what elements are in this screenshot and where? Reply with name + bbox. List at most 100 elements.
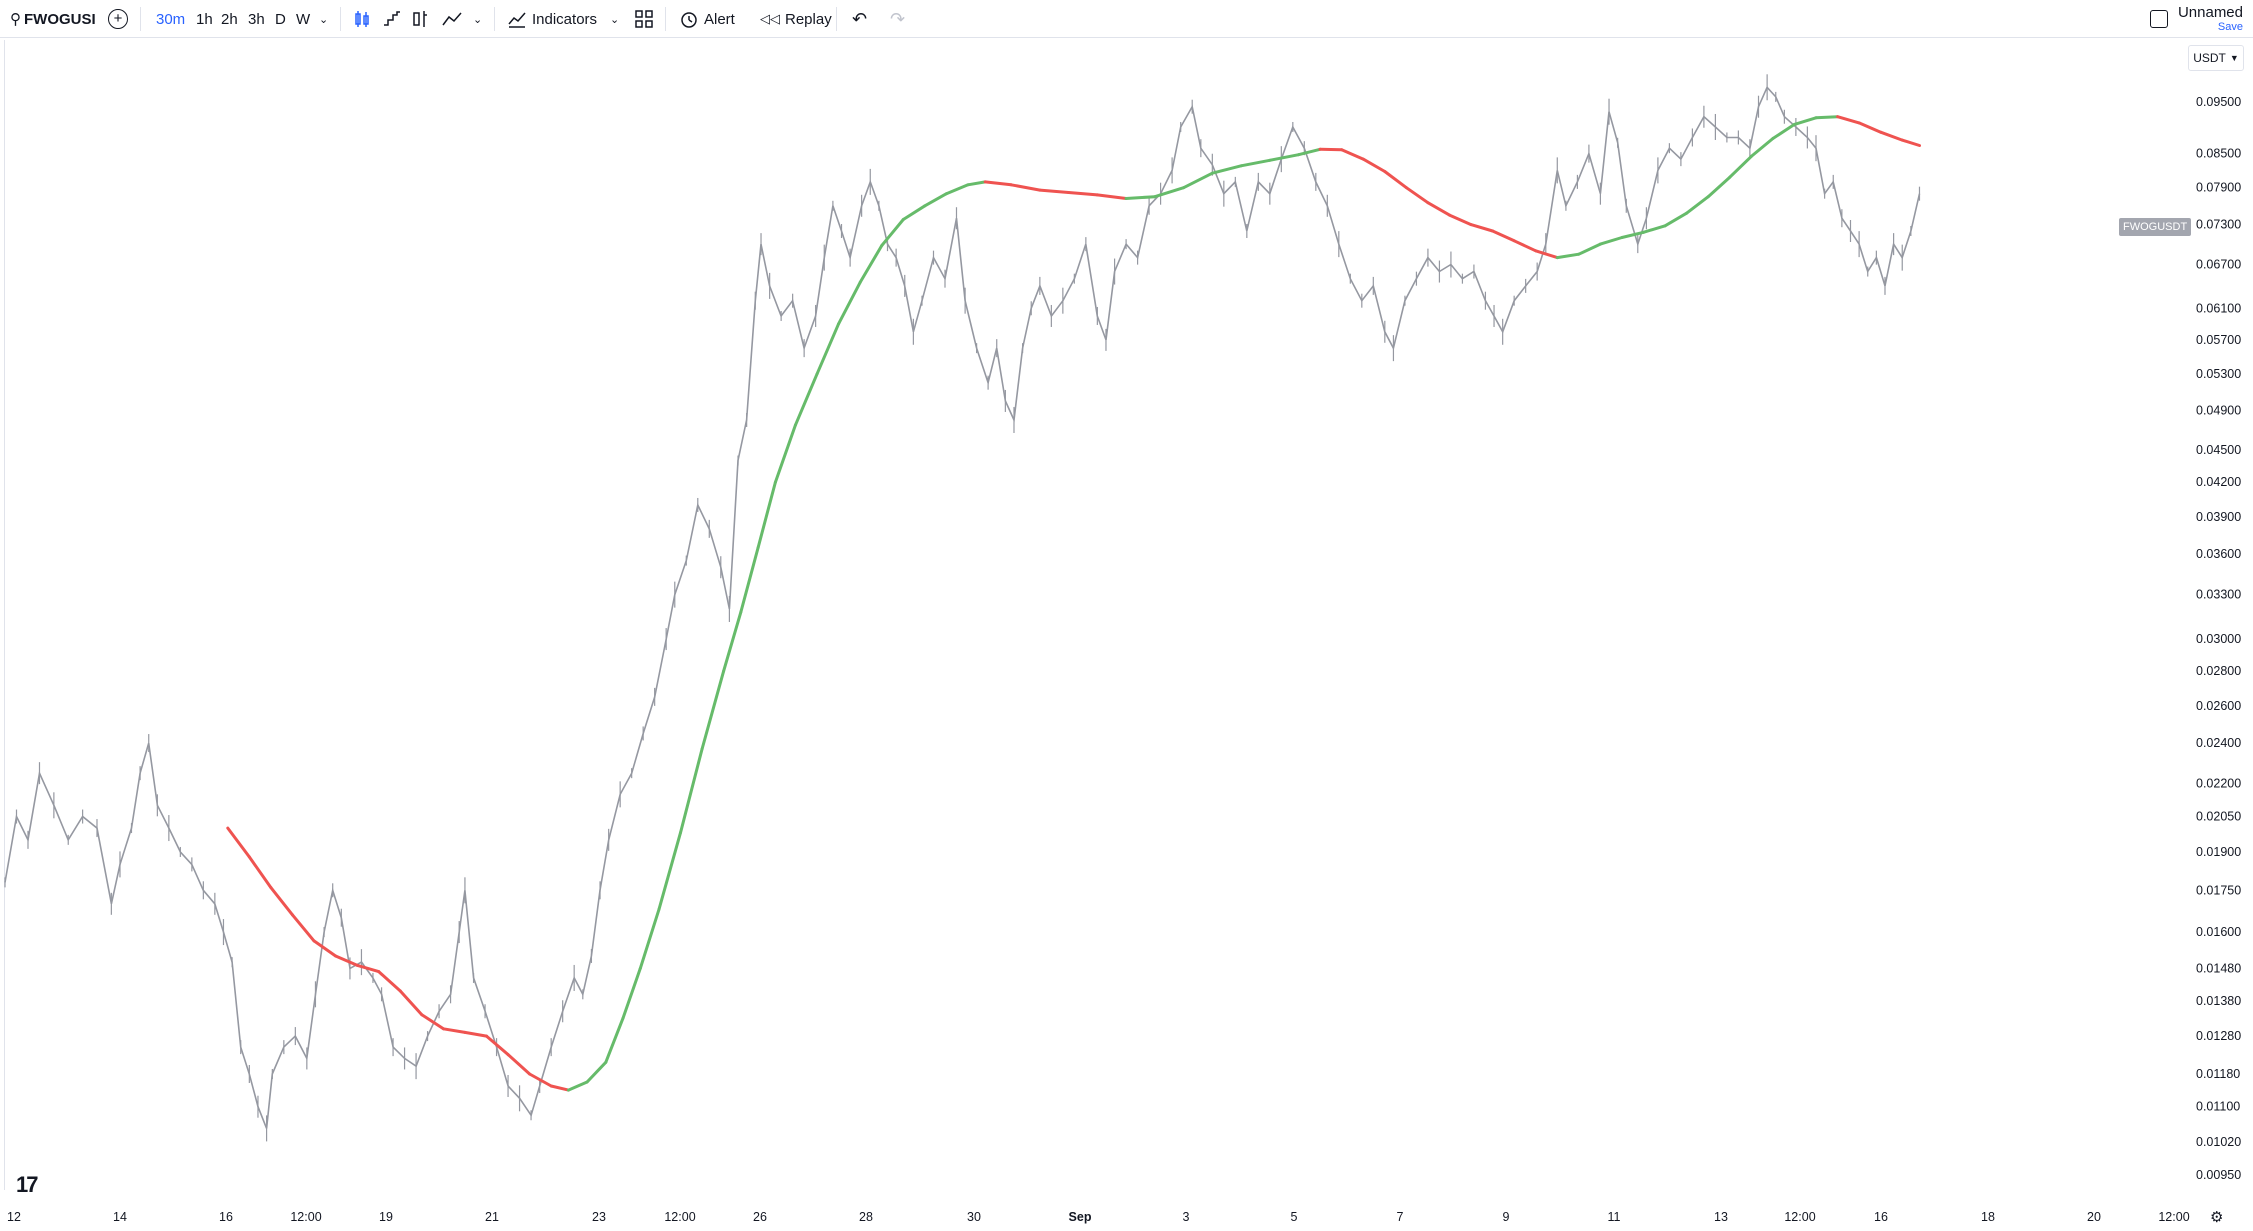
timeframe-1h[interactable]: 1h: [196, 10, 213, 28]
price-tick-label: 0.01180: [2196, 1067, 2240, 1081]
symbol-search[interactable]: ⚲ FWOGUSI: [10, 0, 96, 38]
candles-chart-type-button[interactable]: [352, 0, 372, 38]
time-tick-label: 19: [379, 1210, 393, 1224]
compare-button[interactable]: +: [108, 0, 128, 38]
ma-segment: [269, 886, 294, 917]
time-tick-label: Sep: [1069, 1210, 1092, 1224]
timeframe-w[interactable]: W: [296, 10, 311, 28]
indicators-chevron-down-icon[interactable]: ⌄: [610, 13, 620, 26]
ma-segment: [1577, 242, 1602, 256]
time-tick-label: 12:00: [290, 1210, 321, 1224]
top-toolbar: ⚲ FWOGUSI + 30m 1h 2h 3h D W ⌄ ⌄ Indicat…: [0, 0, 2253, 38]
ma-segment: [901, 204, 927, 221]
time-tick-label: 7: [1397, 1210, 1404, 1224]
ma-segment: [604, 1016, 625, 1064]
chevron-down-icon: ▼: [2229, 53, 2239, 63]
candles-icon: [355, 11, 369, 27]
ma-segment: [880, 218, 905, 247]
redo-icon[interactable]: ↷: [890, 8, 906, 29]
price-tick-label: 0.04500: [2196, 443, 2241, 457]
price-tick-label: 0.08500: [2196, 147, 2241, 161]
price-tick-label: 0.03900: [2196, 510, 2241, 524]
bars-chart-button[interactable]: [411, 0, 431, 38]
time-tick-label: 21: [485, 1210, 499, 1224]
price-tick-label: 0.06100: [2196, 301, 2241, 315]
price-tick-label: 0.01280: [2196, 1029, 2241, 1043]
ma-segment: [1383, 170, 1408, 190]
price-tick-label: 0.03600: [2196, 547, 2241, 561]
rewind-icon: ◁◁: [760, 11, 780, 26]
ma-segment: [944, 183, 970, 196]
ma-segment: [1009, 183, 1042, 192]
layout-checkbox[interactable]: [2150, 0, 2168, 38]
search-icon: ⚲: [10, 11, 21, 28]
ma-segment: [334, 954, 359, 967]
timeframe-3h[interactable]: 3h: [248, 10, 265, 28]
alert-button[interactable]: Alert: [679, 0, 735, 38]
gear-icon[interactable]: ⚙: [2210, 1209, 2224, 1226]
ma-segment: [585, 1060, 608, 1084]
price-tick-label: 0.01100: [2196, 1100, 2240, 1114]
ma-segment: [773, 423, 797, 484]
price-tick-label: 0.02050: [2196, 810, 2241, 824]
layouts-button[interactable]: [634, 0, 654, 38]
price-axis[interactable]: 0.105000.095000.085000.079000.073000.067…: [2196, 48, 2241, 1182]
price-tick-label: 0.07300: [2196, 218, 2241, 232]
price-tick-label: 0.02200: [2196, 777, 2241, 791]
step-line-chart-button[interactable]: [382, 0, 402, 38]
ma-segment: [983, 180, 1013, 187]
price-tick-label: 0.04900: [2196, 403, 2241, 417]
time-axis[interactable]: 12 14 16 12:00 19 21 23 12:00 26 28 30 Sep 3 5 7 9 11 13 1…: [7, 1210, 2190, 1224]
currency-selector[interactable]: USDT ▼: [2188, 45, 2244, 71]
separator: [836, 7, 837, 31]
ma-segment: [1857, 121, 1883, 134]
ma-segment: [621, 966, 642, 1020]
ma-segment: [1268, 153, 1301, 162]
ma-segment: [1491, 229, 1516, 243]
ma-segment: [923, 192, 948, 208]
time-tick-label: 12:00: [664, 1210, 695, 1224]
layout-name-label: Unnamed: [2177, 4, 2243, 21]
save-link[interactable]: Save: [2217, 21, 2243, 33]
ma-segment: [1900, 138, 1921, 147]
ma-segment: [355, 963, 381, 974]
time-tick-label: 30: [967, 1210, 981, 1224]
timeframe-2h[interactable]: 2h: [221, 10, 238, 28]
time-tick-label: 28: [859, 1210, 873, 1224]
time-tick-label: 9: [1503, 1210, 1510, 1224]
timeframe-d[interactable]: D: [275, 10, 286, 28]
timeframe-chevron-down-icon[interactable]: ⌄: [319, 13, 329, 26]
ma-segment: [1340, 148, 1365, 161]
price-tick-label: 0.01020: [2196, 1135, 2241, 1149]
ma-segment: [1067, 191, 1099, 197]
replay-button[interactable]: ◁◁ Replay: [760, 0, 832, 38]
tradingview-logo[interactable]: 17: [16, 1172, 39, 1197]
time-tick-label: 3: [1183, 1210, 1190, 1224]
line-chart-icon: [442, 12, 462, 26]
line-chart-button[interactable]: [441, 0, 463, 38]
indicators-button[interactable]: Indicators: [507, 0, 597, 38]
ma-segment: [1620, 230, 1645, 239]
time-tick-label: 18: [1981, 1210, 1995, 1224]
undo-icon[interactable]: ↶: [852, 8, 868, 29]
chart-type-chevron-down-icon[interactable]: ⌄: [473, 13, 483, 26]
ma-segment: [1426, 201, 1451, 217]
price-tick-label: 0.01380: [2196, 994, 2241, 1008]
time-tick-label: 16: [1874, 1210, 1888, 1224]
separator: [494, 7, 495, 31]
ma-segment: [657, 831, 682, 911]
price-tick-label: 0.01600: [2196, 925, 2241, 939]
ma-segment: [1404, 186, 1430, 205]
timeframe-30m[interactable]: 30m: [156, 10, 186, 28]
time-tick-label: 23: [592, 1210, 606, 1224]
ma-segment: [1239, 158, 1272, 168]
symbol-label: FWOGUSI: [24, 10, 96, 28]
square-icon: [2150, 10, 2168, 28]
time-tick-label: 14: [113, 1210, 127, 1224]
ma-segment: [420, 1013, 445, 1031]
ma-segment: [506, 1053, 532, 1076]
currency-label: USDT: [2193, 51, 2226, 65]
time-tick-label: 5: [1291, 1210, 1298, 1224]
layout-name[interactable]: Unnamed Save: [2177, 4, 2243, 34]
